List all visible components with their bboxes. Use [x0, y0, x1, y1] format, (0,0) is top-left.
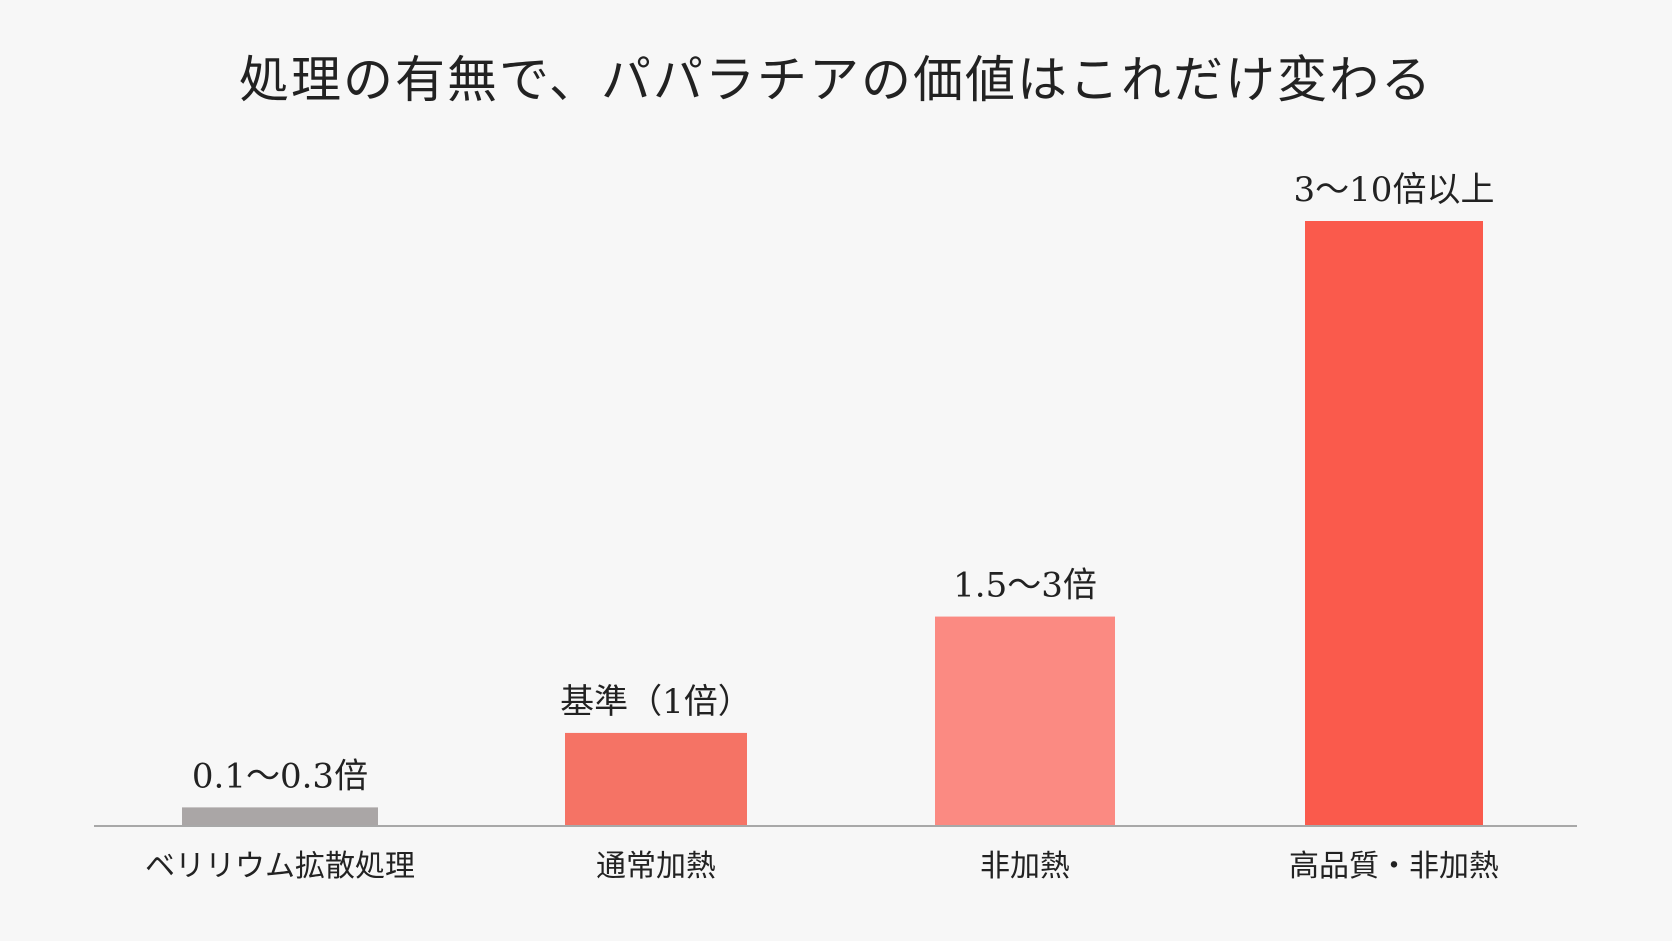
bar-2: [565, 732, 747, 826]
category-label-2: 通常加熱: [596, 849, 716, 884]
value-label-2: 基準（1倍）: [560, 682, 752, 722]
value-label-4: 3〜10倍以上: [1294, 170, 1495, 210]
category-label-4: 高品質・非加熱: [1289, 849, 1499, 884]
bar-1: [182, 807, 378, 826]
bar-3: [935, 616, 1115, 826]
category-label-1: ベリリウム拡散処理: [145, 849, 415, 884]
bars-layer: [182, 221, 1483, 826]
chart-title: 処理の有無で、パパラチアの価値はこれだけ変わる: [239, 51, 1433, 109]
category-label-3: 非加熱: [980, 849, 1070, 884]
value-label-1: 0.1〜0.3倍: [192, 756, 368, 796]
value-label-3: 1.5〜3倍: [953, 566, 1097, 606]
bar-4: [1305, 221, 1483, 826]
